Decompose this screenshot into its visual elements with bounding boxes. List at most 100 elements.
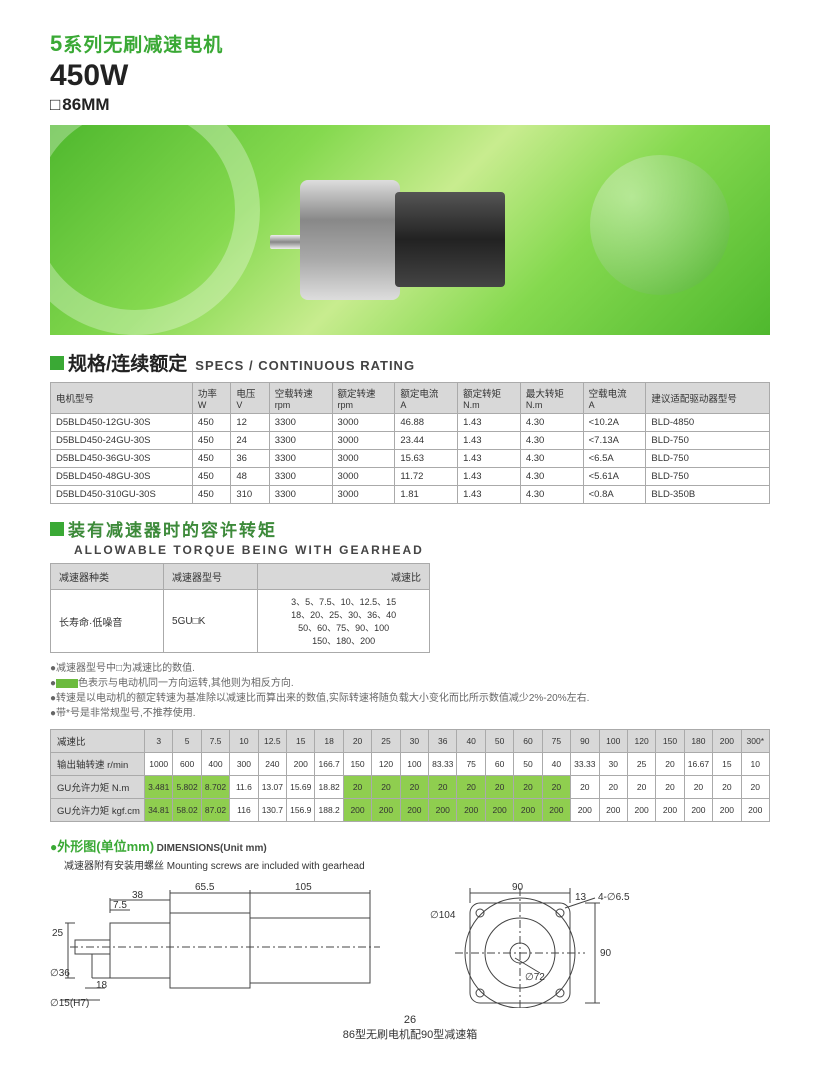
gearhead-col: 减速比 — [258, 564, 430, 590]
ratio-cell: 20 — [343, 776, 371, 799]
ratio-cell: 34.81 — [145, 799, 173, 822]
ratio-cell: 200 — [656, 799, 684, 822]
ratio-cell: 300* — [741, 730, 769, 753]
ratio-cell: 20 — [684, 776, 712, 799]
specs-cell: 4.30 — [520, 468, 583, 486]
specs-col-header: 额定转矩N.m — [458, 383, 521, 414]
ratio-cell: 11.6 — [230, 776, 258, 799]
specs-cell: 48 — [231, 468, 269, 486]
specs-cell: 3300 — [269, 450, 332, 468]
ratio-cell: 3.481 — [145, 776, 173, 799]
header-block: 5系列无刷减速电机 450W 86MM — [50, 30, 770, 115]
dim-subtitle: 减速器附有安装用螺丝 Mounting screws are included … — [64, 857, 770, 872]
dim-label: 4-∅6.5 — [598, 892, 630, 903]
note-line: ●转速是以电动机的额定转速为基准除以减速比而算出来的数值,实际转速将随负载大小变… — [50, 691, 770, 706]
ratio-cell: 150 — [656, 730, 684, 753]
dim-label: 65.5 — [195, 882, 215, 893]
ratio-cell: 15.69 — [287, 776, 315, 799]
specs-col-header: 建议适配驱动器型号 — [646, 383, 770, 414]
ratio-cell: 300 — [230, 753, 258, 776]
square-bullet-icon — [50, 522, 64, 536]
ratio-cell: 120 — [372, 753, 400, 776]
page-footer: 26 86型无刷电机配90型减速箱 — [50, 1014, 770, 1042]
specs-cell: <6.5A — [583, 450, 646, 468]
dim-label: 38 — [132, 890, 144, 901]
specs-col-header: 电机型号 — [51, 383, 193, 414]
specs-cell: 4.30 — [520, 450, 583, 468]
specs-cell: 3300 — [269, 486, 332, 504]
ratio-cell: 20 — [599, 776, 627, 799]
dim-title-zh: 外形图(单位mm) — [57, 839, 154, 854]
ratio-cell: 18.82 — [315, 776, 343, 799]
specs-cell: 3000 — [332, 414, 395, 432]
ratio-cell: 50 — [514, 753, 542, 776]
ratio-row: GU允许力矩 kgf.cm34.8158.0287.02116130.7156.… — [51, 799, 770, 822]
ratio-cell: 200 — [741, 799, 769, 822]
ratio-cell: 18 — [315, 730, 343, 753]
specs-cell: 1.43 — [458, 432, 521, 450]
ratio-cell: 100 — [599, 730, 627, 753]
ratio-cell: 200 — [485, 799, 513, 822]
ratio-row: 减速比357.51012.515182025303640506075901001… — [51, 730, 770, 753]
specs-cell: 23.44 — [395, 432, 458, 450]
ratio-cell: 116 — [230, 799, 258, 822]
specs-cell: 1.43 — [458, 486, 521, 504]
datasheet-page: 5系列无刷减速电机 450W 86MM 规格/连续额定 SPECS / CONT… — [0, 0, 820, 1052]
ratio-cell: 36 — [429, 730, 457, 753]
specs-cell: 11.72 — [395, 468, 458, 486]
dim-title-en: DIMENSIONS(Unit mm) — [157, 843, 267, 854]
specs-col-header: 空载转速rpm — [269, 383, 332, 414]
gearhead-header: 装有减速器时的容许转矩 ALLOWABLE TORQUE BEING WITH … — [50, 516, 770, 557]
ratio-cell: 600 — [173, 753, 201, 776]
ratio-cell: 40 — [457, 730, 485, 753]
ratio-cell: 10 — [230, 730, 258, 753]
ratio-cell: 200 — [514, 799, 542, 822]
ratio-cell: 1000 — [145, 753, 173, 776]
ratio-cell: 200 — [542, 799, 570, 822]
wattage-title: 450W — [50, 59, 770, 93]
size-title: 86MM — [50, 95, 770, 115]
notes-block: ●减速器型号中□为减速比的数值. ●色表示与电动机同一方向运转,其他则为相反方向… — [50, 661, 770, 721]
specs-cell: 3000 — [332, 432, 395, 450]
series-label: 系列无刷减速电机 — [63, 35, 223, 56]
specs-cell: D5BLD450-24GU-30S — [51, 432, 193, 450]
ratio-cell: 20 — [713, 776, 741, 799]
ratio-cell: 200 — [343, 799, 371, 822]
note-line: ●带*号是非常规型号,不推荐使用. — [50, 706, 770, 721]
dim-label: 90 — [512, 882, 524, 893]
ratio-cell: 10 — [741, 753, 769, 776]
specs-col-header: 额定电流A — [395, 383, 458, 414]
dim-label: ∅104 — [430, 910, 456, 921]
specs-cell: D5BLD450-310GU-30S — [51, 486, 193, 504]
green-swatch-icon — [56, 679, 78, 688]
ratio-row-label: 输出轴转速 r/min — [51, 753, 145, 776]
specs-col-header: 额定转速rpm — [332, 383, 395, 414]
ratio-cell: 3 — [145, 730, 173, 753]
specs-cell: BLD-750 — [646, 468, 770, 486]
ratio-cell: 25 — [372, 730, 400, 753]
specs-col-header: 空载电流A — [583, 383, 646, 414]
specs-cell: BLD-750 — [646, 450, 770, 468]
ratio-cell: 130.7 — [258, 799, 286, 822]
series-title: 5系列无刷减速电机 — [50, 30, 770, 57]
ratio-cell: 20 — [429, 776, 457, 799]
specs-cell: BLD-750 — [646, 432, 770, 450]
specs-cell: 1.43 — [458, 450, 521, 468]
series-number: 5 — [50, 31, 63, 56]
ratio-cell: 16.67 — [684, 753, 712, 776]
dim-label: 13 — [575, 892, 587, 903]
ratio-cell: 20 — [571, 776, 599, 799]
ratio-cell: 120 — [627, 730, 655, 753]
ratio-row: GU允许力矩 N.m3.4815.8028.70211.613.0715.691… — [51, 776, 770, 799]
ratio-cell: 40 — [542, 753, 570, 776]
specs-cell: 3300 — [269, 432, 332, 450]
gearhead-col: 减速器种类 — [51, 564, 164, 590]
note-line: ●减速器型号中□为减速比的数值. — [50, 661, 770, 676]
specs-cell: 3300 — [269, 414, 332, 432]
specs-cell: 1.81 — [395, 486, 458, 504]
specs-cell: 4.30 — [520, 486, 583, 504]
ratio-cell: 400 — [201, 753, 229, 776]
specs-cell: BLD-350B — [646, 486, 770, 504]
ratio-cell: 87.02 — [201, 799, 229, 822]
gearhead-row: 长寿命·低噪音 5GU□K 3、5、7.5、10、12.5、15 18、20、2… — [51, 590, 430, 653]
